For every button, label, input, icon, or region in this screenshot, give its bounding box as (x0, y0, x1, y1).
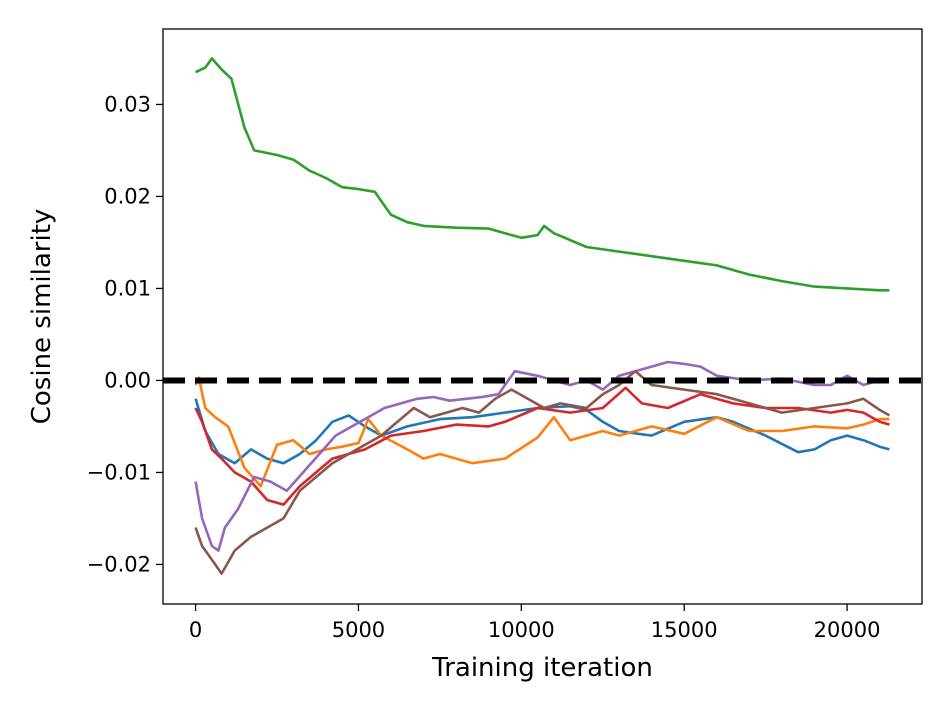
y-tick-label: 0.03 (104, 92, 151, 116)
x-tick-label: 0 (189, 618, 202, 642)
y-tick-label: 0.01 (104, 276, 151, 300)
axis-ticks: 0 5000 10000 15000 20000 −0.02 −0.01 0.00 0.01 0.… (87, 92, 881, 642)
y-tick-label: 0.00 (104, 368, 151, 392)
series-line-4 (194, 386, 890, 506)
series-line-5 (194, 360, 881, 552)
x-tick-label: 5000 (332, 618, 385, 642)
x-axis-title: Training iteration (431, 653, 653, 683)
y-axis-title: Cosine similarity (27, 209, 57, 425)
x-tick-label: 15000 (651, 618, 718, 642)
x-tick-label: 10000 (488, 618, 555, 642)
y-tick-label: −0.02 (87, 552, 151, 576)
plot-area-frame (162, 28, 923, 605)
x-tick-label: 20000 (814, 618, 881, 642)
series-line-3 (194, 376, 890, 488)
series-line-2 (194, 398, 890, 465)
series-line-1 (195, 57, 890, 292)
y-tick-label: −0.01 (87, 460, 151, 484)
y-tick-label: 0.02 (104, 184, 151, 208)
series-line-6 (194, 369, 891, 575)
